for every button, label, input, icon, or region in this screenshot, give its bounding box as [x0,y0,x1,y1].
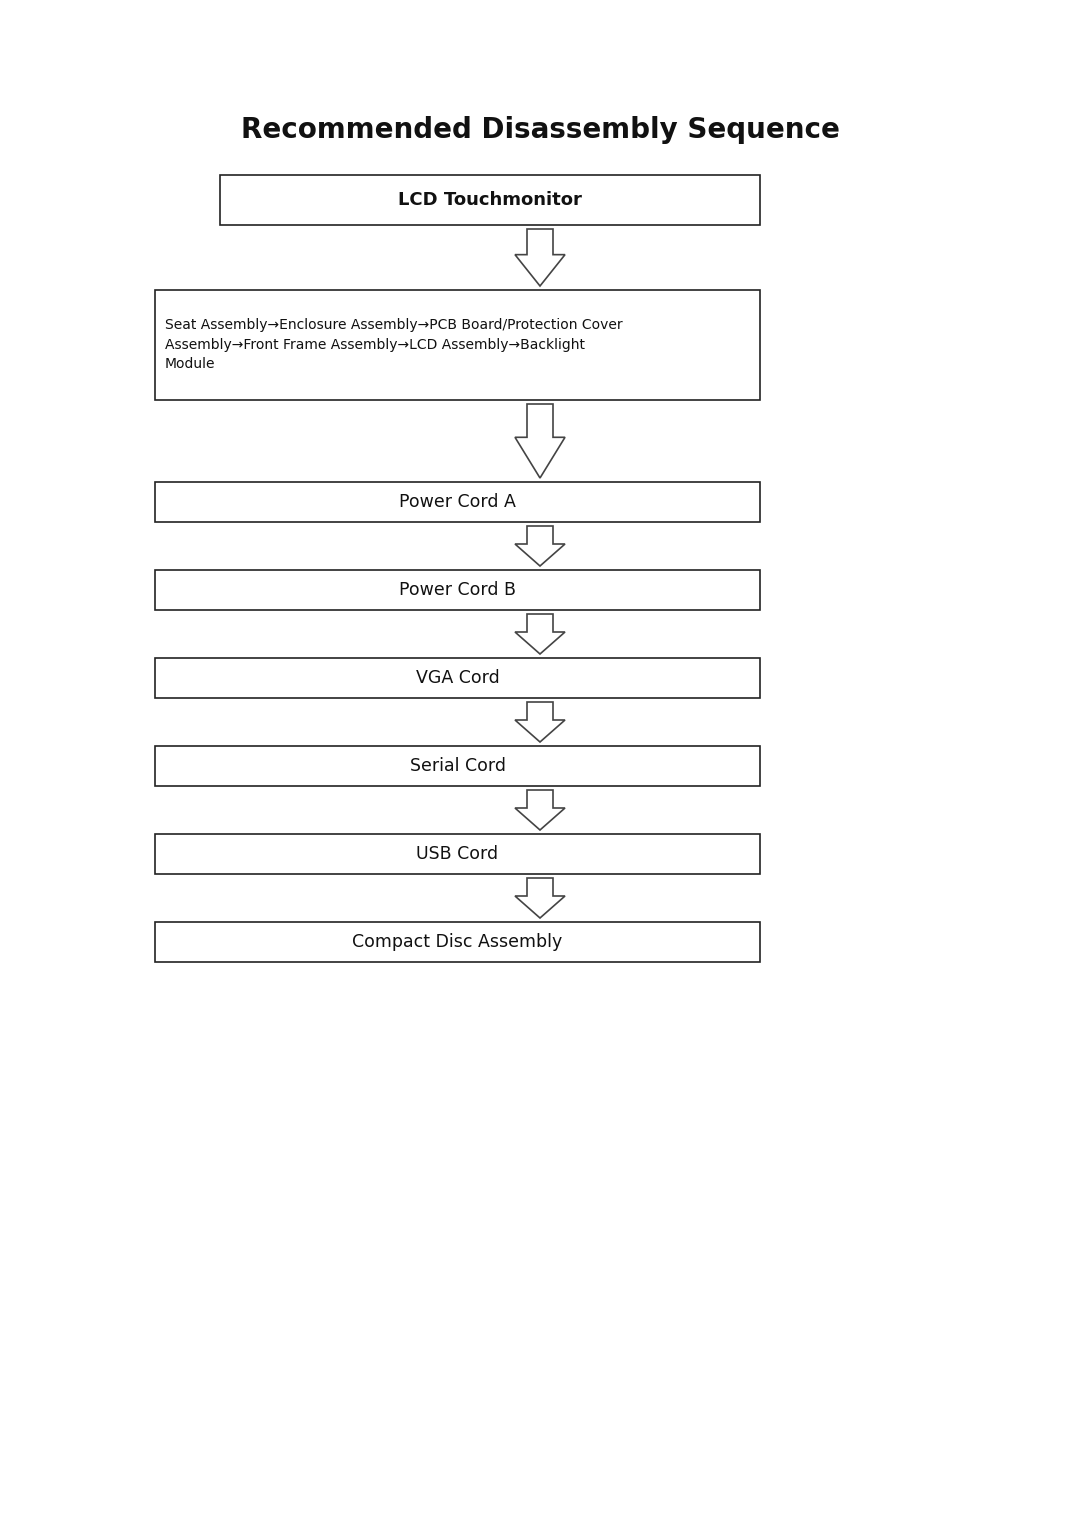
Text: Serial Cord: Serial Cord [409,757,505,776]
Text: Compact Disc Assembly: Compact Disc Assembly [352,933,563,951]
FancyBboxPatch shape [156,834,760,873]
Text: Power Cord B: Power Cord B [399,580,516,599]
FancyBboxPatch shape [156,922,760,962]
FancyBboxPatch shape [156,290,760,400]
Text: Seat Assembly→Enclosure Assembly→PCB Board/Protection Cover
Assembly→Front Frame: Seat Assembly→Enclosure Assembly→PCB Boa… [165,319,623,371]
FancyBboxPatch shape [156,658,760,698]
FancyBboxPatch shape [156,747,760,786]
Text: Recommended Disassembly Sequence: Recommended Disassembly Sequence [241,116,839,144]
FancyBboxPatch shape [156,483,760,522]
FancyBboxPatch shape [156,570,760,609]
Polygon shape [515,702,565,742]
FancyBboxPatch shape [220,176,760,224]
Polygon shape [515,525,565,567]
Polygon shape [515,614,565,654]
Text: VGA Cord: VGA Cord [416,669,499,687]
Polygon shape [515,405,565,478]
Text: Power Cord A: Power Cord A [400,493,516,512]
Polygon shape [515,789,565,831]
Polygon shape [515,229,565,286]
Text: LCD Touchmonitor: LCD Touchmonitor [399,191,582,209]
Polygon shape [515,878,565,918]
Text: USB Cord: USB Cord [417,844,499,863]
